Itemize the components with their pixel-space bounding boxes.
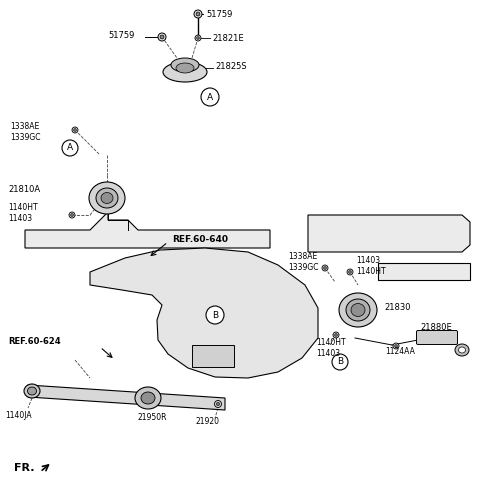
Text: B: B <box>212 311 218 320</box>
FancyBboxPatch shape <box>417 331 457 345</box>
Circle shape <box>195 35 201 41</box>
Circle shape <box>72 127 78 133</box>
Circle shape <box>206 306 224 324</box>
Circle shape <box>196 12 200 16</box>
Circle shape <box>335 334 337 336</box>
Circle shape <box>62 140 78 156</box>
Text: 1140HT
11403: 1140HT 11403 <box>8 203 37 223</box>
Circle shape <box>322 265 328 271</box>
Circle shape <box>332 354 348 370</box>
Ellipse shape <box>351 304 365 317</box>
Ellipse shape <box>176 63 194 73</box>
Text: 1140JA: 1140JA <box>5 410 32 419</box>
Text: 21810A: 21810A <box>8 185 40 194</box>
Polygon shape <box>378 263 470 280</box>
Text: 1124AA: 1124AA <box>385 348 415 357</box>
Polygon shape <box>25 212 270 248</box>
Text: 21920: 21920 <box>195 417 219 426</box>
Ellipse shape <box>458 347 466 353</box>
Ellipse shape <box>135 387 161 409</box>
Text: A: A <box>67 143 73 152</box>
Polygon shape <box>28 385 225 410</box>
Text: 21830: 21830 <box>384 304 410 313</box>
Circle shape <box>73 129 76 131</box>
Text: FR.: FR. <box>14 463 35 473</box>
Ellipse shape <box>89 182 125 214</box>
Ellipse shape <box>346 299 370 321</box>
Text: 21880E: 21880E <box>420 324 452 333</box>
Text: 21950R: 21950R <box>137 413 167 422</box>
Text: 1338AE
1339GC: 1338AE 1339GC <box>10 122 40 142</box>
Text: 1140HT
11403: 1140HT 11403 <box>316 338 346 358</box>
Circle shape <box>197 37 199 40</box>
Circle shape <box>333 332 339 338</box>
Polygon shape <box>90 248 318 378</box>
Circle shape <box>395 345 397 347</box>
Ellipse shape <box>455 344 469 356</box>
Ellipse shape <box>141 392 155 404</box>
Circle shape <box>216 402 219 406</box>
Text: A: A <box>207 93 213 102</box>
Circle shape <box>158 33 166 41</box>
Text: REF.60-640: REF.60-640 <box>172 235 228 244</box>
Circle shape <box>201 88 219 106</box>
Text: 51759: 51759 <box>108 31 134 40</box>
Ellipse shape <box>96 188 118 208</box>
Circle shape <box>215 400 221 407</box>
Circle shape <box>71 213 73 216</box>
Ellipse shape <box>101 192 113 203</box>
Polygon shape <box>308 215 470 252</box>
FancyBboxPatch shape <box>192 345 234 367</box>
Text: REF.60-624: REF.60-624 <box>8 338 60 347</box>
Ellipse shape <box>27 387 36 395</box>
Text: 11403
1140HT: 11403 1140HT <box>356 257 385 276</box>
Circle shape <box>69 212 75 218</box>
Text: 51759: 51759 <box>206 10 232 19</box>
Ellipse shape <box>171 58 199 72</box>
Ellipse shape <box>339 293 377 327</box>
Ellipse shape <box>163 62 207 82</box>
Circle shape <box>393 343 399 349</box>
Ellipse shape <box>24 384 40 398</box>
Circle shape <box>347 269 353 275</box>
Circle shape <box>348 271 351 274</box>
Text: 21821E: 21821E <box>212 34 244 43</box>
Text: 1338AE
1339GC: 1338AE 1339GC <box>288 253 319 272</box>
Text: B: B <box>337 358 343 367</box>
Circle shape <box>194 10 202 18</box>
Circle shape <box>160 35 164 39</box>
Text: 21825S: 21825S <box>215 62 247 71</box>
Circle shape <box>324 267 326 270</box>
